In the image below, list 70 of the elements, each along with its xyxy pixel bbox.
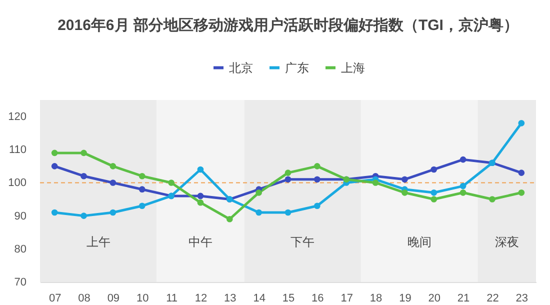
legend-label: 北京: [229, 60, 253, 75]
point: [256, 209, 262, 216]
x-tick-label: 19: [399, 292, 412, 304]
band-label: 上午: [86, 234, 110, 249]
point: [430, 166, 438, 173]
y-tick-label: 70: [14, 276, 26, 288]
point: [284, 209, 292, 216]
point: [168, 180, 174, 186]
point: [256, 190, 262, 196]
legend-label: 广东: [285, 60, 309, 75]
point: [518, 120, 525, 126]
point: [80, 150, 87, 156]
x-tick-label: 12: [194, 292, 208, 304]
point: [430, 196, 438, 202]
point: [489, 196, 496, 202]
point: [197, 192, 204, 200]
point: [518, 170, 525, 176]
point: [138, 172, 146, 180]
point: [314, 176, 320, 183]
point: [284, 176, 292, 183]
point: [197, 166, 204, 173]
x-tick-label: 23: [516, 292, 528, 304]
point: [226, 216, 233, 222]
point: [284, 170, 292, 176]
point: [372, 180, 379, 186]
point: [460, 182, 466, 190]
x-tick-label: 07: [48, 292, 62, 304]
point: [51, 163, 58, 170]
legend-label: 上海: [341, 60, 365, 75]
point: [197, 199, 204, 206]
point: [430, 190, 438, 196]
y-tick-label: 120: [8, 111, 26, 124]
point: [460, 156, 466, 163]
point: [138, 202, 146, 210]
point: [110, 209, 116, 216]
x-tick-label: 10: [136, 292, 149, 304]
x-tick-label: 22: [486, 292, 499, 304]
point: [314, 163, 320, 170]
point: [518, 190, 525, 196]
point: [80, 212, 87, 219]
point: [314, 202, 320, 210]
x-tick-label: 14: [253, 292, 266, 304]
point: [138, 186, 146, 192]
x-tick-label: 16: [312, 292, 324, 304]
x-tick-label: 18: [370, 292, 382, 304]
x-tick-label: 15: [282, 292, 295, 304]
band-label: 中午: [188, 234, 212, 249]
x-tick-label: 08: [78, 292, 90, 304]
point: [80, 172, 87, 180]
x-tick-label: 17: [340, 292, 353, 304]
x-tick-label: 21: [457, 292, 470, 304]
point: [402, 176, 408, 183]
y-tick-label: 80: [14, 243, 26, 256]
x-tick-label: 20: [428, 292, 441, 304]
point: [51, 209, 58, 216]
y-tick-label: 100: [8, 177, 26, 190]
band-label: 深夜: [494, 234, 519, 249]
y-tick-label: 90: [14, 210, 26, 222]
x-tick-label: 13: [224, 292, 236, 304]
chart-title: 2016年6月 部分地区移动游戏用户活跃时段偏好指数（TGI，京沪粤）: [58, 16, 518, 34]
x-tick-label: 09: [107, 292, 120, 304]
x-tick-label: 11: [166, 292, 178, 304]
point: [110, 180, 116, 186]
band-label: 晚间: [407, 234, 432, 249]
point: [402, 190, 408, 196]
point: [51, 150, 58, 156]
point: [460, 190, 466, 196]
band-label: 下午: [290, 234, 315, 249]
y-tick-label: 110: [8, 144, 26, 156]
point: [110, 163, 116, 170]
